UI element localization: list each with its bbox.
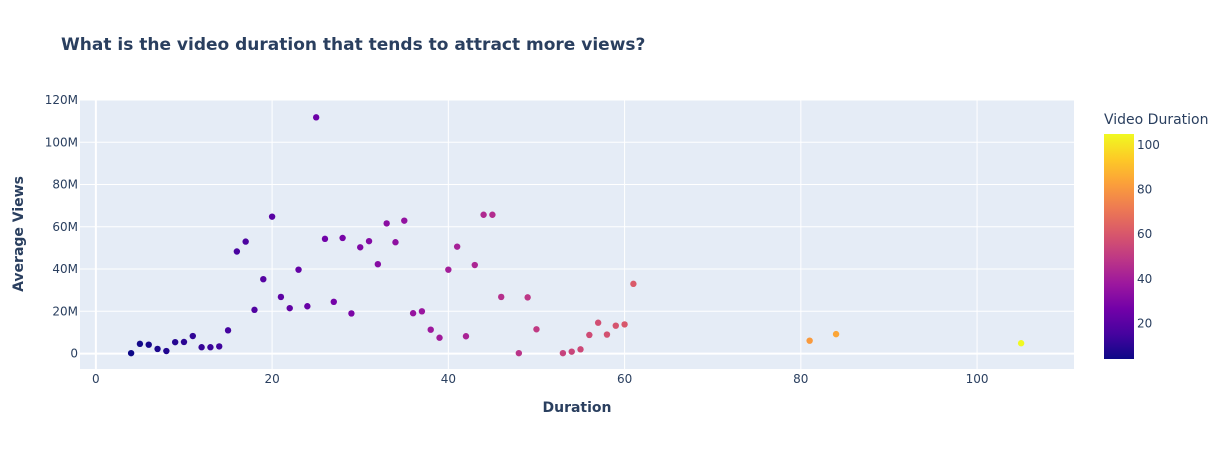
data-point xyxy=(339,234,346,242)
data-point xyxy=(498,293,505,301)
data-point xyxy=(577,346,584,353)
y-axis-title: Average Views xyxy=(11,176,27,292)
data-point xyxy=(1017,340,1025,347)
data-point xyxy=(471,261,478,269)
data-point xyxy=(401,217,408,224)
plot-area xyxy=(80,100,1074,369)
data-point xyxy=(224,327,232,334)
data-point xyxy=(568,348,575,355)
y-tick-labels: 0 20M 40M 60M 80M 100M 120M xyxy=(45,93,78,361)
x-tick-label: 80 xyxy=(793,372,808,386)
data-point xyxy=(207,344,214,351)
data-point xyxy=(418,308,426,315)
x-tick-label: 20 xyxy=(264,372,279,386)
data-point xyxy=(374,260,382,268)
colorbar-tick-label: 20 xyxy=(1137,316,1152,330)
data-point xyxy=(189,332,196,340)
colorbar-tick-labels: 20 40 60 80 100 xyxy=(1137,138,1160,330)
data-point xyxy=(612,322,619,329)
y-tick-label: 80M xyxy=(52,178,78,192)
data-point xyxy=(136,340,144,348)
colorbar-tick-label: 40 xyxy=(1137,272,1152,286)
data-point xyxy=(163,347,170,355)
data-point xyxy=(453,243,461,250)
y-tick-label: 120M xyxy=(45,93,78,107)
data-point xyxy=(489,211,496,218)
data-point xyxy=(445,266,452,273)
data-point xyxy=(559,349,567,357)
data-point xyxy=(806,337,813,344)
data-point xyxy=(383,220,390,227)
x-tick-label: 40 xyxy=(441,372,456,386)
x-tick-label: 100 xyxy=(966,372,989,386)
data-point xyxy=(427,326,434,333)
data-point xyxy=(304,303,311,310)
x-tick-label: 60 xyxy=(617,372,632,386)
data-point xyxy=(330,298,337,306)
data-point xyxy=(171,338,179,346)
data-point xyxy=(480,211,487,218)
y-tick-label: 60M xyxy=(52,220,78,234)
data-point xyxy=(586,331,593,339)
y-tick-label: 20M xyxy=(52,304,78,318)
data-point xyxy=(286,304,293,312)
data-point xyxy=(321,235,329,243)
data-point xyxy=(277,293,285,301)
data-point xyxy=(154,345,161,353)
data-point xyxy=(268,213,276,220)
data-point xyxy=(515,349,523,357)
data-point xyxy=(145,341,152,348)
data-point xyxy=(630,280,637,288)
data-point xyxy=(365,237,373,245)
data-point xyxy=(357,244,364,251)
data-points xyxy=(127,114,1025,357)
data-point xyxy=(832,330,840,338)
data-point xyxy=(233,248,241,255)
x-tick-labels: 0 20 40 60 80 100 xyxy=(92,372,988,386)
data-point xyxy=(409,310,417,317)
data-point xyxy=(260,275,267,283)
colorbar-tick-label: 100 xyxy=(1137,138,1160,152)
data-point xyxy=(524,294,531,301)
data-point xyxy=(533,326,540,333)
grid-lines xyxy=(80,99,1074,369)
x-axis-title: Duration xyxy=(542,400,611,416)
data-point xyxy=(180,338,188,346)
data-point xyxy=(621,321,628,328)
data-point xyxy=(436,334,443,341)
data-point xyxy=(462,333,470,340)
data-point xyxy=(242,238,249,245)
y-tick-label: 40M xyxy=(52,262,78,276)
y-tick-label: 0 xyxy=(70,347,78,361)
data-point xyxy=(594,319,602,326)
data-point xyxy=(312,114,320,121)
data-point xyxy=(392,239,399,246)
colorbar-tick-label: 60 xyxy=(1137,227,1152,241)
data-point xyxy=(603,331,611,338)
y-tick-label: 100M xyxy=(45,135,78,149)
colorbar-tick-label: 80 xyxy=(1137,183,1152,197)
data-point xyxy=(295,266,302,273)
data-point xyxy=(127,349,135,357)
data-point xyxy=(216,343,223,350)
colorbar-title: Video Duration xyxy=(1104,112,1208,128)
x-tick-label: 0 xyxy=(92,372,100,386)
data-point xyxy=(251,306,258,314)
colorbar xyxy=(1104,134,1134,359)
data-point xyxy=(348,310,355,317)
chart-title: What is the video duration that tends to… xyxy=(61,35,645,55)
data-point xyxy=(198,344,205,351)
